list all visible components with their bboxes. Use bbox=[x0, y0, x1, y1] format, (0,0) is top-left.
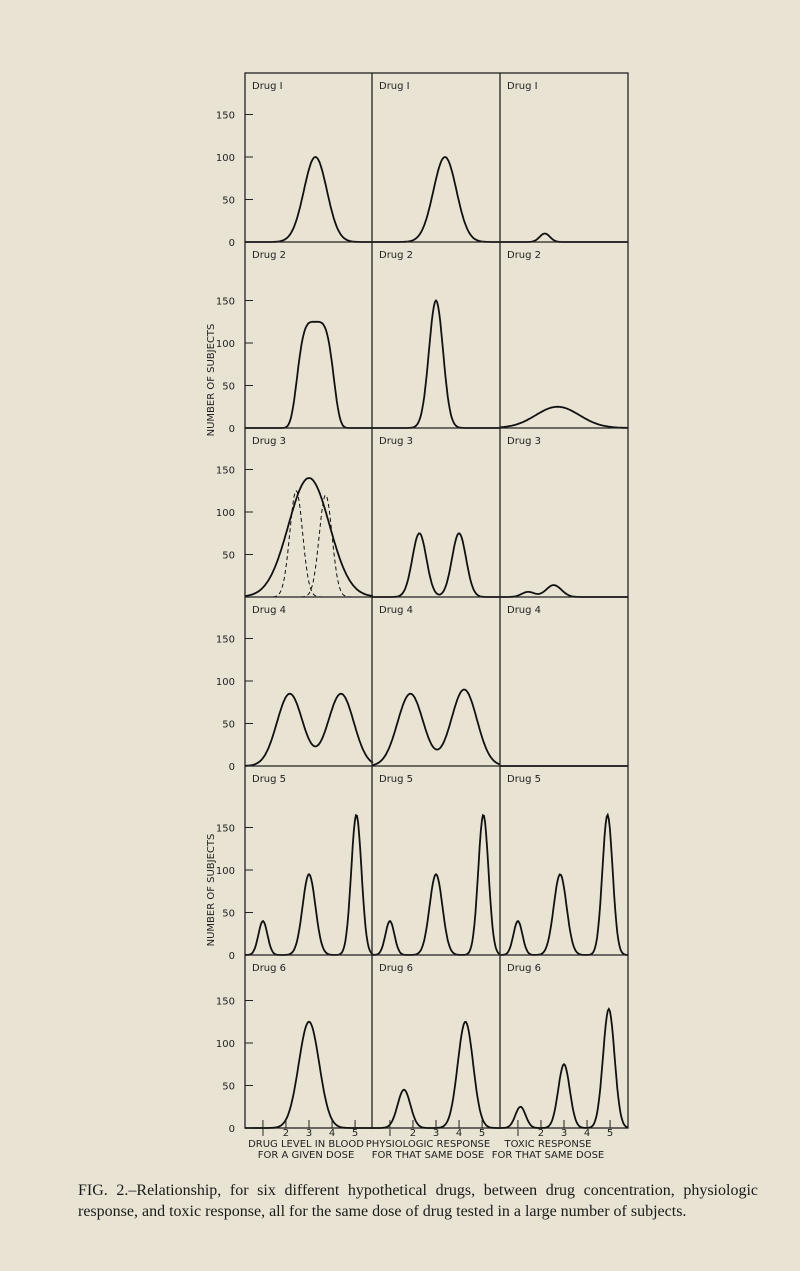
response-curve bbox=[372, 298, 500, 429]
x-tick-label: 5 bbox=[352, 1128, 358, 1139]
x-tick-label: 3 bbox=[561, 1128, 567, 1139]
y-tick-label: 0 bbox=[229, 951, 235, 962]
panel-label: Drug I bbox=[252, 81, 283, 92]
panel-label: Drug 3 bbox=[252, 436, 286, 447]
y-tick-label: 50 bbox=[222, 196, 235, 207]
response-curve bbox=[244, 477, 374, 597]
y-tick-label: 0 bbox=[229, 1124, 235, 1135]
x-tick-label: 5 bbox=[479, 1128, 485, 1139]
panel-label: Drug 2 bbox=[379, 250, 413, 261]
y-axis-title: NUMBER OF SUBJECTS bbox=[206, 834, 217, 947]
x-tick-label: 2 bbox=[283, 1128, 289, 1139]
x-tick-label: 2 bbox=[538, 1128, 544, 1139]
panel-label: Drug 3 bbox=[507, 436, 541, 447]
panel-label: Drug I bbox=[379, 81, 410, 92]
column-title: FOR THAT SAME DOSE bbox=[492, 1150, 604, 1161]
response-curve bbox=[372, 532, 500, 598]
y-tick-label: 50 bbox=[222, 551, 235, 562]
column-title: DRUG LEVEL IN BLOOD bbox=[248, 1139, 364, 1150]
figure-frame bbox=[244, 72, 629, 1129]
panel-label: Drug 5 bbox=[252, 774, 286, 785]
response-curve bbox=[245, 320, 373, 429]
x-tick-label: 2 bbox=[410, 1128, 416, 1139]
y-tick-label: 150 bbox=[216, 297, 235, 308]
response-curve bbox=[372, 156, 500, 243]
response-curve bbox=[371, 688, 501, 767]
panel-label: Drug 3 bbox=[379, 436, 413, 447]
y-tick-label: 50 bbox=[222, 720, 235, 731]
x-tick-label: 4 bbox=[456, 1128, 462, 1139]
y-tick-label: 100 bbox=[216, 153, 235, 164]
panel-label: Drug 4 bbox=[252, 605, 286, 616]
response-curve bbox=[500, 1007, 629, 1129]
x-tick-label: 4 bbox=[329, 1128, 335, 1139]
response-curve bbox=[245, 489, 373, 598]
panel-label: Drug 5 bbox=[379, 774, 413, 785]
y-tick-label: 150 bbox=[216, 111, 235, 122]
response-curve bbox=[500, 232, 628, 243]
panel-label: Drug 4 bbox=[379, 605, 413, 616]
x-tick-label: I bbox=[516, 1128, 519, 1139]
response-curve bbox=[372, 813, 501, 956]
response-curve bbox=[245, 692, 374, 767]
panel-label: Drug I bbox=[507, 81, 538, 92]
column-title: PHYSIOLOGIC RESPONSE bbox=[366, 1139, 490, 1150]
y-tick-label: 150 bbox=[216, 824, 235, 835]
y-tick-label: 0 bbox=[229, 424, 235, 435]
panel-label: Drug 6 bbox=[379, 963, 413, 974]
response-curve bbox=[245, 156, 373, 243]
column-title: FOR A GIVEN DOSE bbox=[258, 1150, 355, 1161]
y-axis-title: NUMBER OF SUBJECTS bbox=[206, 324, 217, 437]
x-tick-label: I bbox=[388, 1128, 391, 1139]
caption: FIG. 2.–Relationship, for six different … bbox=[78, 1182, 758, 1220]
panel-label: Drug 5 bbox=[507, 774, 541, 785]
response-curve bbox=[372, 1020, 500, 1129]
y-tick-label: 100 bbox=[216, 339, 235, 350]
y-tick-label: 150 bbox=[216, 997, 235, 1008]
y-tick-label: 150 bbox=[216, 635, 235, 646]
response-curve bbox=[500, 584, 628, 598]
column-title: FOR THAT SAME DOSE bbox=[372, 1150, 484, 1161]
y-tick-label: 0 bbox=[229, 762, 235, 773]
y-tick-label: 100 bbox=[216, 508, 235, 519]
x-tick-label: I bbox=[261, 1128, 264, 1139]
y-tick-label: 0 bbox=[229, 238, 235, 249]
response-curve bbox=[245, 1020, 373, 1129]
x-tick-label: 3 bbox=[306, 1128, 312, 1139]
y-tick-label: 100 bbox=[216, 866, 235, 877]
panel-label: Drug 4 bbox=[507, 605, 541, 616]
y-tick-label: 100 bbox=[216, 1039, 235, 1050]
y-tick-label: 50 bbox=[222, 1082, 235, 1093]
panel-label: Drug 2 bbox=[507, 250, 541, 261]
response-curve bbox=[499, 405, 628, 429]
response-curve bbox=[500, 812, 629, 956]
column-title: TOXIC RESPONSE bbox=[504, 1139, 592, 1150]
y-tick-label: 50 bbox=[222, 909, 235, 920]
y-tick-label: 50 bbox=[222, 382, 235, 393]
panel-label: Drug 6 bbox=[507, 963, 541, 974]
response-curve bbox=[245, 813, 374, 956]
panel-label: Drug 2 bbox=[252, 250, 286, 261]
x-tick-label: 3 bbox=[433, 1128, 439, 1139]
panel-label: Drug 6 bbox=[252, 963, 286, 974]
x-tick-label: 4 bbox=[584, 1128, 590, 1139]
y-tick-label: 150 bbox=[216, 466, 235, 477]
y-tick-label: 100 bbox=[216, 677, 235, 688]
x-tick-label: 5 bbox=[607, 1128, 613, 1139]
